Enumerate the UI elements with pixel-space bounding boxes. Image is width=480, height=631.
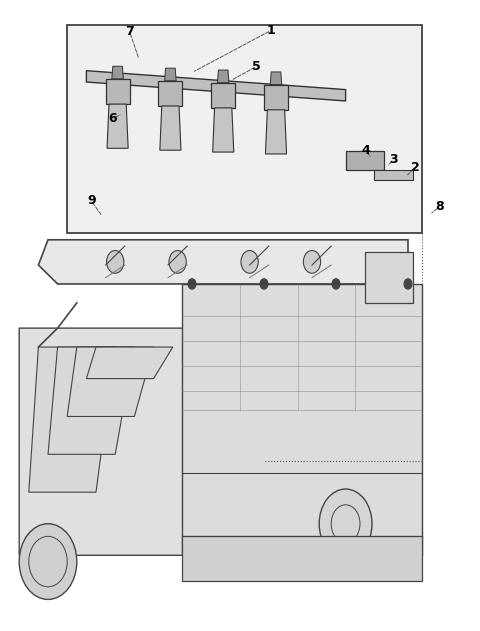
Polygon shape <box>19 328 202 555</box>
Polygon shape <box>106 79 130 104</box>
Circle shape <box>107 251 124 273</box>
Text: 7: 7 <box>125 25 134 38</box>
Polygon shape <box>158 81 182 106</box>
Polygon shape <box>270 72 282 85</box>
Circle shape <box>404 279 412 289</box>
Text: 8: 8 <box>435 201 444 213</box>
Circle shape <box>241 251 258 273</box>
Polygon shape <box>365 252 413 303</box>
Polygon shape <box>107 104 128 148</box>
Polygon shape <box>86 71 346 101</box>
Circle shape <box>169 251 186 273</box>
Circle shape <box>260 279 268 289</box>
Text: 9: 9 <box>87 194 96 207</box>
Polygon shape <box>29 347 115 492</box>
Polygon shape <box>38 240 408 284</box>
Polygon shape <box>265 110 287 154</box>
Circle shape <box>188 279 196 289</box>
Polygon shape <box>211 83 235 108</box>
Circle shape <box>319 489 372 558</box>
Polygon shape <box>182 284 422 555</box>
Text: 2: 2 <box>411 161 420 174</box>
Circle shape <box>332 279 340 289</box>
Polygon shape <box>67 347 154 416</box>
Text: 1: 1 <box>267 24 276 37</box>
Polygon shape <box>264 85 288 110</box>
Circle shape <box>367 256 391 287</box>
Text: 5: 5 <box>252 60 261 73</box>
Circle shape <box>19 524 77 599</box>
Polygon shape <box>165 68 176 81</box>
Polygon shape <box>346 151 384 170</box>
Polygon shape <box>182 536 422 581</box>
Polygon shape <box>160 106 181 150</box>
Polygon shape <box>67 25 422 233</box>
Polygon shape <box>217 70 229 83</box>
Polygon shape <box>112 66 123 79</box>
Polygon shape <box>48 347 134 454</box>
Text: 4: 4 <box>361 144 370 156</box>
Polygon shape <box>374 170 413 180</box>
Text: 6: 6 <box>108 112 117 125</box>
Polygon shape <box>213 108 234 152</box>
Circle shape <box>303 251 321 273</box>
Polygon shape <box>86 347 173 379</box>
Text: 3: 3 <box>389 153 398 165</box>
